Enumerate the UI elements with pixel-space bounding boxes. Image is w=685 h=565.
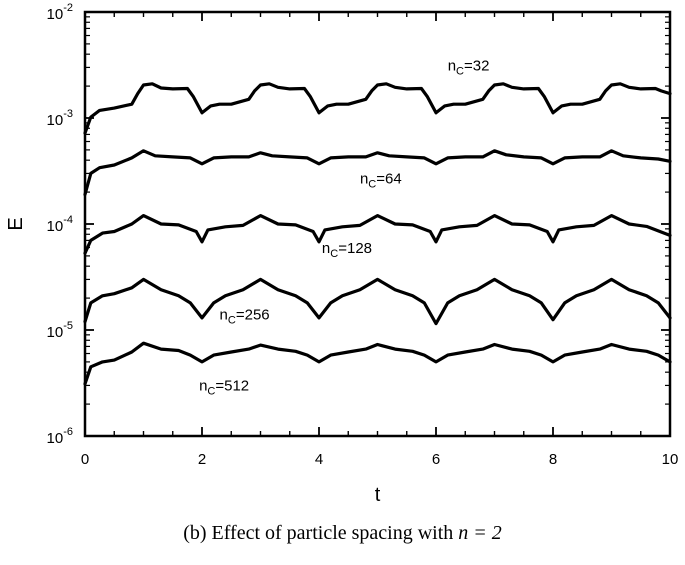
series-label-base: n <box>360 171 368 188</box>
caption-text: (b) Effect of particle spacing with <box>183 522 454 544</box>
series-label-subscript: C <box>330 248 338 260</box>
y-tick-label: 10-3 <box>47 108 73 129</box>
series-line <box>83 277 672 326</box>
x-tick-label: 8 <box>549 451 557 468</box>
x-tick-label: 2 <box>198 451 206 468</box>
y-tick-label: 10-2 <box>47 2 73 23</box>
caption-math: n = 2 <box>458 522 502 544</box>
y-axis-title: E <box>5 217 27 230</box>
series-line <box>83 214 672 255</box>
y-tick-exponent: -3 <box>63 108 73 120</box>
series-label-value: =256 <box>236 307 270 324</box>
x-tick-label: 10 <box>662 451 679 468</box>
chart: 0 2 4 6 8 1010-610-510-410-310-2nC=32nC=64nC=… <box>5 2 679 506</box>
series-label-base: n <box>322 240 330 257</box>
y-tick-base: 10 <box>47 112 64 129</box>
labels-layer: 0 2 4 6 8 1010-610-510-410-310-2nC=32nC=64nC=… <box>47 2 679 468</box>
x-tick-label: 6 <box>432 451 440 468</box>
series-label-base: n <box>220 307 228 324</box>
x-axis-title: t <box>375 484 381 506</box>
series-label-value: =128 <box>338 240 372 257</box>
y-tick-exponent: -4 <box>63 214 73 226</box>
series-line <box>83 149 672 197</box>
series-layer <box>83 82 672 386</box>
y-tick-exponent: -2 <box>63 2 73 14</box>
series-label: nC=64 <box>360 171 402 191</box>
y-tick-base: 10 <box>47 6 64 23</box>
series-label-subscript: C <box>368 179 376 191</box>
y-tick-base: 10 <box>47 324 64 341</box>
series-label-base: n <box>199 377 207 394</box>
y-tick-base: 10 <box>47 218 64 235</box>
series-label-base: n <box>448 58 456 75</box>
y-tick-label: 10-4 <box>47 214 73 235</box>
series-label-value: =64 <box>376 171 401 188</box>
ticks-layer <box>84 11 671 437</box>
series-line <box>83 341 672 386</box>
y-tick-label: 10-5 <box>47 320 73 341</box>
series-label: nC=256 <box>220 307 270 327</box>
y-tick-exponent: -6 <box>63 426 73 438</box>
series-label-subscript: C <box>228 315 236 327</box>
y-tick-label: 10-6 <box>47 426 73 447</box>
figure-caption: (b) Effect of particle spacing with n = … <box>0 522 685 545</box>
y-tick-exponent: -5 <box>63 320 73 332</box>
series-label-subscript: C <box>207 385 215 397</box>
series-line <box>83 82 672 135</box>
series-label-value: =512 <box>215 377 249 394</box>
series-label: nC=32 <box>448 58 490 78</box>
x-tick-label: 4 <box>315 451 323 468</box>
y-tick-base: 10 <box>47 430 64 447</box>
series-label: nC=128 <box>322 240 372 260</box>
series-label-value: =32 <box>464 58 489 75</box>
series-label: nC=512 <box>199 377 249 397</box>
x-tick-label: 0 <box>81 451 89 468</box>
series-label-subscript: C <box>456 66 464 78</box>
